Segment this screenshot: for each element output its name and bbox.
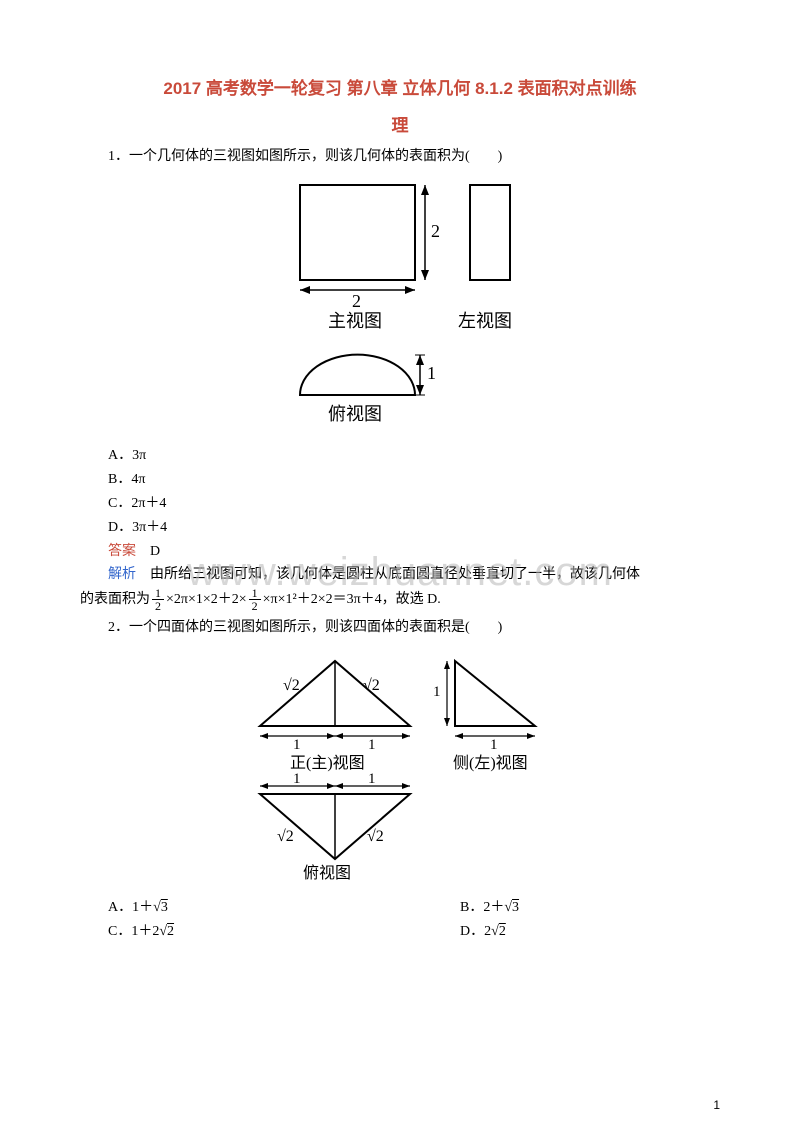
svg-text:1: 1 (368, 737, 376, 753)
svg-text:1: 1 (490, 737, 498, 753)
q2-options-row1: A．1＋√3 B．2＋√3 (80, 896, 720, 920)
svg-text:1: 1 (293, 737, 301, 753)
q1-option-a: A．3π (80, 444, 720, 468)
q2-figure: √2 √2 1 1 正(主)视图 1 (80, 646, 720, 890)
svg-text:侧(左)视图: 侧(左)视图 (453, 754, 528, 772)
title-line-1: 2017 高考数学一轮复习 第八章 立体几何 8.1.2 表面积对点训练 (80, 70, 720, 107)
q1-ana2-b: ×2π×1×2＋2× (166, 588, 247, 612)
svg-text:1: 1 (427, 363, 436, 383)
fraction-half-1: 12 (152, 587, 164, 612)
svg-text:√2: √2 (363, 677, 380, 694)
q1-ana2-a: 的表面积为 (80, 588, 150, 612)
svg-text:√2: √2 (277, 828, 294, 845)
svg-text:1: 1 (433, 684, 441, 700)
answer-label: 答案 (108, 544, 136, 559)
svg-text:2: 2 (431, 221, 440, 241)
q2-options-row2: C．1＋2√2 D．2√2 (80, 920, 720, 944)
q2-option-b: B．2＋√3 (432, 896, 720, 920)
fraction-half-2: 12 (249, 587, 261, 612)
svg-text:俯视图: 俯视图 (328, 404, 382, 424)
svg-text:俯视图: 俯视图 (303, 864, 351, 881)
doc-title: 2017 高考数学一轮复习 第八章 立体几何 8.1.2 表面积对点训练 理 (80, 70, 720, 145)
svg-text:2: 2 (352, 291, 361, 311)
svg-text:左视图: 左视图 (458, 311, 512, 331)
svg-text:1: 1 (293, 771, 301, 787)
q1-figure: 2 2 主视图 左视图 1 俯视图 (80, 175, 720, 439)
analysis-label: 解析 (108, 567, 136, 582)
q2-option-c: C．1＋2√2 (80, 920, 432, 944)
q2-option-d: D．2√2 (432, 920, 720, 944)
q1-analysis-line1: 解析 由所给三视图可知，该几何体是圆柱从底面圆直径处垂直切了一半，故该几何体 (80, 563, 720, 587)
svg-text:正(主)视图: 正(主)视图 (290, 754, 365, 772)
svg-text:√2: √2 (283, 677, 300, 694)
svg-text:√2: √2 (367, 828, 384, 845)
q1-answer: 答案 D (80, 540, 720, 564)
title-line-2: 理 (80, 107, 720, 144)
q2-option-a: A．1＋√3 (80, 896, 432, 920)
svg-text:主视图: 主视图 (328, 311, 382, 331)
q1-ana2-c: ×π×1²＋2×2＝3π＋4，故选 D. (263, 588, 441, 612)
q1-option-c: C．2π＋4 (80, 492, 720, 516)
page-number: 1 (713, 1098, 720, 1112)
q1-answer-value: D (136, 544, 160, 559)
q1-analysis-line2: 的表面积为 12 ×2π×1×2＋2× 12 ×π×1²＋2×2＝3π＋4，故选… (80, 587, 720, 612)
q1-analysis-text1: 由所给三视图可知，该几何体是圆柱从底面圆直径处垂直切了一半，故该几何体 (136, 567, 640, 582)
svg-text:1: 1 (368, 771, 376, 787)
q1-option-b: B．4π (80, 468, 720, 492)
q2-stem: 2．一个四面体的三视图如图所示，则该四面体的表面积是( ) (80, 616, 720, 640)
q1-option-d: D．3π＋4 (80, 516, 720, 540)
q1-stem: 1．一个几何体的三视图如图所示，则该几何体的表面积为( ) (80, 145, 720, 169)
